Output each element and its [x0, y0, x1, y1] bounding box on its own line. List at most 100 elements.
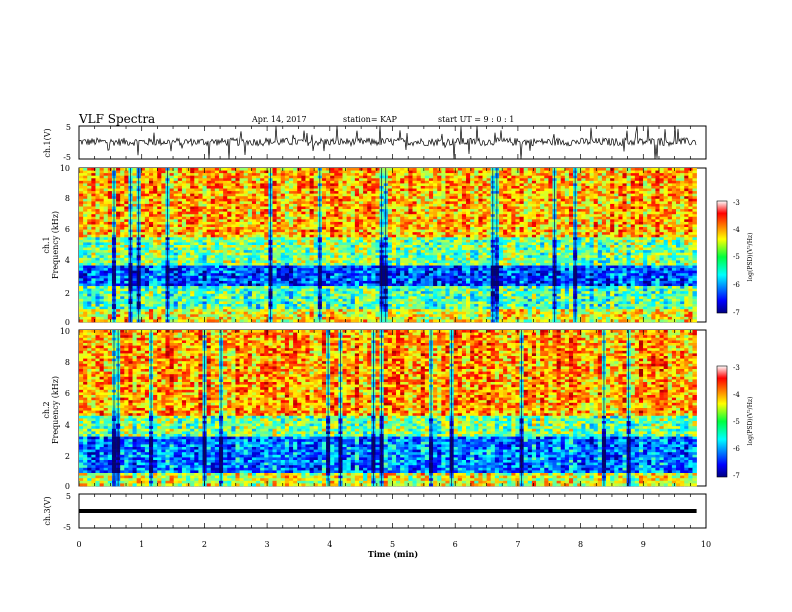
spectrogram-cell: [387, 224, 393, 228]
spectrogram-cell: [503, 227, 508, 230]
spectrogram-cell: [264, 209, 269, 212]
spectrogram-cell: [498, 239, 504, 243]
spectrogram-cell: [239, 232, 244, 236]
spectrogram-cell: [457, 188, 463, 192]
spectrogram-cell: [420, 173, 426, 176]
spectrogram-cell: [161, 170, 166, 174]
spectrogram-cell: [659, 237, 664, 241]
spectrogram-cell: [313, 242, 319, 246]
spectrogram-cell: [474, 206, 479, 210]
spectrogram-cell: [186, 229, 191, 233]
spectrogram-cell: [626, 237, 632, 241]
spectrogram-cell: [597, 178, 603, 182]
spectrogram-cell: [531, 188, 537, 192]
spectrogram-cell: [342, 180, 347, 184]
spectrogram-cell: [218, 170, 224, 174]
spectrogram-cell: [140, 232, 146, 236]
spectrogram-cell: [354, 224, 360, 228]
spectrogram-cell: [148, 229, 154, 233]
spectrogram-cell: [186, 191, 191, 194]
spectrogram-cell: [223, 232, 228, 236]
spectrogram-cell: [124, 247, 129, 251]
spectrogram-cell: [556, 242, 562, 246]
spectrogram-cell: [297, 219, 302, 223]
spectrogram-cell: [684, 180, 689, 184]
spectrogram-cell: [601, 196, 607, 200]
spectrogram-cell: [684, 211, 689, 215]
spectrogram-cell: [350, 250, 356, 253]
spectrogram-cell: [358, 221, 364, 225]
spectrogram-cell: [638, 216, 644, 220]
spectrogram-cell: [449, 173, 454, 176]
spectrogram-cell: [507, 221, 512, 225]
spectrogram-cell: [177, 173, 183, 176]
spectrogram-cell: [400, 216, 405, 220]
spectrogram-cell: [256, 201, 261, 205]
spectrogram-cell: [614, 234, 619, 238]
spectrogram-cell: [260, 178, 265, 182]
spectrogram-cell: [540, 196, 545, 200]
spectrogram-cell: [692, 245, 697, 248]
spectrogram-cell: [601, 245, 607, 248]
spectrogram-cell: [515, 185, 520, 189]
spectrogram-cell: [420, 245, 426, 248]
spectrogram-cell: [556, 180, 562, 184]
spectrogram-cell: [132, 216, 137, 220]
spectrogram-cell: [663, 191, 669, 194]
spectrogram-cell: [91, 216, 96, 220]
spectrogram-cell: [638, 206, 644, 210]
spectrogram-cell: [680, 173, 685, 176]
spectrogram-cell: [387, 168, 393, 171]
spectrogram-cell: [643, 221, 648, 225]
spectrogram-cell: [260, 250, 265, 253]
spectrogram-cell: [280, 170, 286, 174]
spectrogram-cell: [519, 196, 524, 200]
spectrogram-cell: [83, 219, 88, 223]
spectrogram-cell: [371, 239, 376, 243]
spectrogram-cell: [626, 229, 632, 233]
spectrogram-cell: [214, 221, 220, 225]
spectrogram-cell: [606, 178, 611, 182]
spectrogram-cell: [400, 247, 405, 251]
spectrogram-cell: [536, 239, 541, 243]
spectrogram-cell: [326, 216, 331, 220]
spectrogram-cell: [342, 234, 347, 238]
spectrogram-cell: [676, 250, 681, 253]
spectrogram-cell: [120, 211, 125, 215]
spectrogram-cell: [186, 170, 191, 174]
spectrogram-cell: [280, 250, 286, 253]
spectrogram-cell: [83, 232, 88, 236]
spectrogram-cell: [634, 224, 640, 228]
spectrogram-cell: [404, 227, 409, 230]
spectrogram-cell: [120, 201, 125, 205]
spectrogram-cell: [79, 219, 84, 223]
spectrogram-cell: [577, 209, 582, 212]
spectrogram-cell: [210, 245, 216, 248]
spectrogram-cell: [214, 234, 220, 238]
spectrogram-cell: [568, 196, 574, 200]
spectrogram-cell: [523, 247, 529, 251]
spectrogram-cell: [326, 227, 331, 230]
spectrogram-cell: [597, 250, 603, 253]
spectrogram-cell: [177, 219, 183, 223]
spectrogram-cell: [83, 224, 88, 228]
spectrogram-cell: [239, 175, 244, 179]
spectrogram-cell: [412, 211, 417, 215]
spectrogram-cell: [144, 178, 150, 182]
spectrogram-cell: [676, 198, 681, 202]
spectrogram-cell: [371, 188, 376, 192]
spectrogram-cell: [655, 209, 660, 212]
spectrogram-cell: [301, 203, 306, 207]
spectrogram-cell: [671, 180, 677, 184]
spectrogram-cell: [338, 201, 343, 205]
spectrogram-cell: [544, 203, 549, 207]
spectrogram-cell: [400, 242, 405, 246]
spectrogram-cell: [581, 168, 586, 171]
spectrogram-cell: [597, 209, 603, 212]
spectrogram-cell: [503, 247, 508, 251]
spectrogram-cell: [470, 188, 475, 192]
spectrogram-cell: [577, 178, 582, 182]
spectrogram-cell: [218, 232, 224, 236]
spectrogram-cell: [647, 185, 652, 189]
spectrogram-cell: [655, 216, 660, 220]
